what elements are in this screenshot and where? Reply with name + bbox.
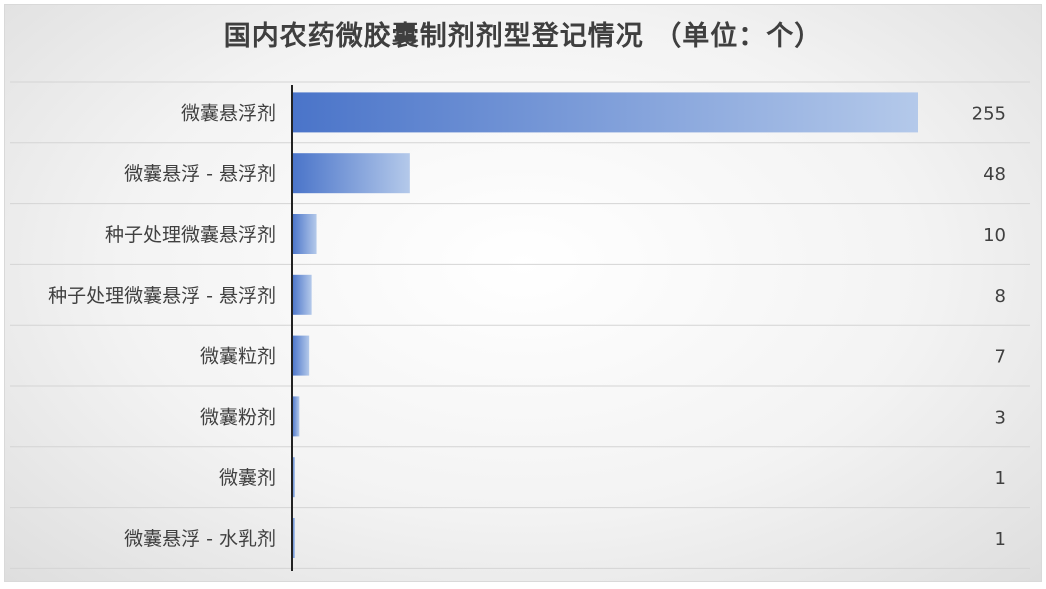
- value-label: 1: [995, 468, 1006, 489]
- category-label: 微囊悬浮 - 水乳剂: [124, 528, 276, 550]
- bar-0: [292, 92, 918, 133]
- value-label: 1: [995, 529, 1006, 550]
- category-label: 种子处理微囊悬浮 - 悬浮剂: [48, 285, 276, 307]
- category-label: 种子处理微囊悬浮剂: [105, 224, 276, 246]
- category-label: 微囊粉剂: [200, 406, 276, 428]
- bar-6: [292, 457, 295, 498]
- category-label: 微囊剂: [219, 467, 276, 489]
- value-label: 48: [983, 164, 1006, 185]
- bar-7: [292, 518, 295, 558]
- chart-title: 国内农药微胶囊制剂剂型登记情况 （单位：个）: [223, 21, 823, 52]
- category-label: 微囊悬浮剂: [181, 102, 276, 124]
- bar-3: [292, 274, 312, 315]
- value-label: 10: [983, 225, 1006, 246]
- category-label: 微囊粒剂: [200, 346, 276, 368]
- value-label: 3: [995, 407, 1006, 428]
- bar-2: [292, 214, 317, 254]
- value-label: 7: [995, 347, 1006, 368]
- category-label: 微囊悬浮 - 悬浮剂: [124, 163, 276, 185]
- bar-5: [292, 396, 300, 437]
- bar-1: [292, 153, 410, 194]
- value-label: 8: [995, 286, 1006, 307]
- bar-4: [292, 335, 310, 376]
- value-label: 255: [972, 103, 1006, 124]
